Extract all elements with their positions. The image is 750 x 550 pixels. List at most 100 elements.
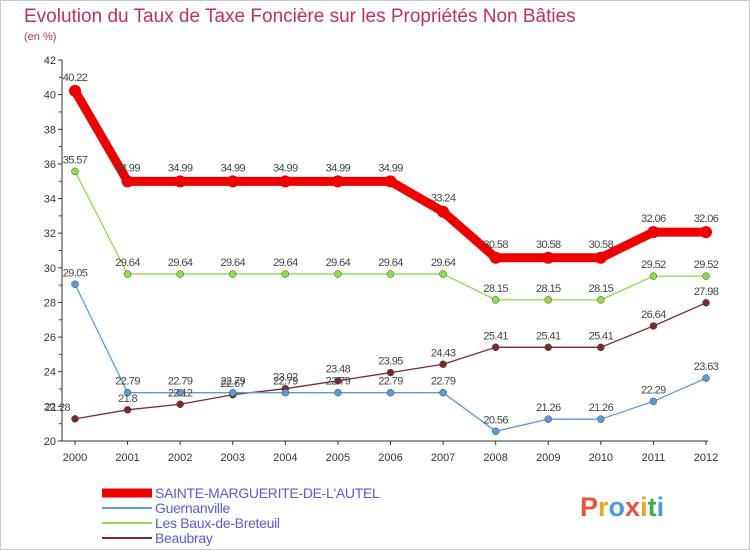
legend-label: Beaubray (155, 530, 213, 546)
data-label: 23.48 (326, 364, 351, 376)
data-label: 29.52 (641, 259, 666, 271)
data-label: 34.99 (220, 162, 245, 174)
data-point (439, 360, 447, 369)
data-label: 22.79 (168, 376, 193, 388)
data-point (439, 270, 447, 278)
data-label: 35.57 (63, 154, 88, 166)
data-label: 22.12 (168, 387, 193, 399)
data-point (544, 296, 552, 304)
data-label: 34.99 (115, 162, 140, 174)
data-label: 22.79 (378, 376, 403, 388)
y-tick-label: 40 (44, 90, 56, 102)
data-point (123, 270, 132, 278)
data-point (544, 343, 552, 352)
data-point (229, 270, 237, 278)
data-label: 22.79 (273, 376, 298, 388)
data-label: 29.52 (694, 259, 719, 271)
y-tick-label: 24 (44, 367, 56, 379)
data-label: 34.99 (168, 162, 193, 174)
data-point (229, 388, 237, 397)
data-point (700, 226, 712, 239)
legend-label: SAINTE-MARGUERITE-DE-L'AUTEL (155, 485, 380, 501)
x-tick-label: 2011 (642, 452, 666, 464)
watermark-letter: t (648, 492, 657, 522)
data-label: 23.95 (378, 356, 403, 368)
data-point (279, 175, 292, 188)
proxiti-watermark: Proxiti (580, 492, 664, 522)
data-point (386, 388, 395, 397)
x-axis-ticks: 2000 2001 2002 2003 2004 2005 2006 2007 2008 2009… (63, 441, 718, 464)
data-label: 23.63 (694, 361, 719, 373)
chart-unit-label: (en %) (24, 31, 56, 43)
watermark-letter: x (625, 492, 640, 522)
data-label: 22.79 (326, 376, 351, 388)
chart-title: Evolution du Taux de Taxe Foncière sur l… (24, 6, 576, 27)
data-point (489, 251, 502, 264)
y-tick-label: 34 (44, 194, 56, 206)
data-point (71, 415, 79, 423)
data-point (649, 397, 658, 406)
data-label: 30.58 (483, 239, 508, 251)
data-label: 24.43 (431, 347, 456, 359)
data-point (439, 388, 447, 397)
watermark-letter: P (580, 492, 598, 522)
data-label: 22.79 (431, 376, 456, 388)
series-group (69, 84, 712, 436)
data-point (331, 175, 344, 188)
data-point (176, 400, 184, 409)
data-label: 20.56 (483, 414, 508, 426)
y-tick-label: 30 (44, 263, 56, 275)
x-tick-label: 2002 (168, 452, 192, 464)
legend-label: Guernanville (155, 500, 231, 516)
y-tick-label: 32 (44, 228, 56, 240)
data-point (702, 374, 710, 382)
data-point (594, 251, 607, 264)
watermark-letter: o (609, 492, 626, 522)
data-point (121, 175, 134, 188)
y-tick-label: 28 (44, 297, 56, 309)
legend: SAINTE-MARGUERITE-DE-L'AUTELGuernanville… (102, 485, 380, 546)
data-point (597, 296, 605, 304)
data-label: 22.79 (115, 376, 140, 388)
data-label: 25.41 (589, 330, 614, 342)
data-point (69, 84, 81, 97)
data-point (437, 205, 450, 218)
data-label: 29.64 (168, 257, 193, 269)
data-point (334, 270, 342, 278)
data-label: 28.15 (483, 283, 508, 295)
data-point (123, 406, 132, 414)
data-point (597, 343, 605, 352)
data-point (281, 388, 290, 397)
x-tick-label: 2009 (536, 452, 560, 464)
data-label: 25.41 (536, 330, 561, 342)
data-point (647, 226, 660, 239)
data-label: 32.06 (641, 213, 666, 225)
data-label: 23.02 (273, 372, 298, 384)
x-tick-label: 2000 (63, 452, 87, 464)
data-label: 29.64 (326, 257, 351, 269)
legend-label: Les Baux-de-Breteuil (155, 515, 280, 531)
y-tick-label: 22 (44, 401, 56, 413)
data-label: 29.64 (431, 257, 456, 269)
data-point (702, 272, 710, 280)
data-point (176, 388, 184, 397)
data-label: 34.99 (378, 162, 403, 174)
data-label: 33.24 (431, 193, 456, 205)
data-label: 28.15 (536, 283, 561, 295)
data-label: 29.64 (273, 257, 298, 269)
data-label: 27.98 (694, 286, 719, 298)
data-label: 40.22 (63, 72, 88, 84)
data-point (649, 272, 658, 280)
data-point (123, 388, 132, 397)
data-point (649, 322, 658, 330)
data-point (491, 296, 500, 304)
series-line (74, 170, 707, 301)
data-point (597, 415, 605, 423)
data-label: 29.64 (378, 257, 403, 269)
x-tick-label: 2007 (431, 452, 455, 464)
data-label: 21.26 (536, 402, 561, 414)
data-labels-group: 40.22 34.99 34.99 34.99 34.99 34.99 34.99 33.24… (45, 72, 719, 426)
data-point (71, 280, 79, 289)
watermark-letter: i (640, 492, 648, 522)
